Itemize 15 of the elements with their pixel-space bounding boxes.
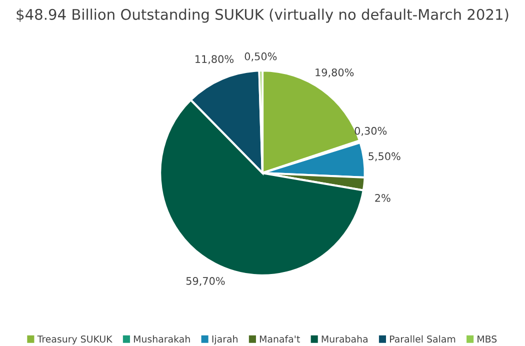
data-label: 5,50% bbox=[368, 152, 400, 162]
data-label: 2% bbox=[375, 194, 390, 202]
legend-label: Murabaha bbox=[322, 335, 368, 343]
legend-label: Treasury SUKUK bbox=[37, 335, 112, 344]
legend-label: Musharakah bbox=[134, 335, 190, 343]
data-label: 19,80% bbox=[316, 68, 354, 78]
legend-label: Ijarah bbox=[212, 335, 238, 344]
data-label: 0,30% bbox=[354, 126, 387, 136]
legend-label: Parallel Salam bbox=[390, 335, 456, 343]
data-label: 59,70% bbox=[186, 277, 225, 286]
chart-title: $48.94 Billion Outstanding SUKUK (virtually no default-March 2021) bbox=[16, 8, 508, 23]
data-label: 0,50% bbox=[244, 52, 277, 62]
legend-label: MBS bbox=[478, 335, 497, 343]
legend-label: Manafa't bbox=[260, 335, 300, 343]
data-label: 11,80% bbox=[196, 55, 234, 64]
